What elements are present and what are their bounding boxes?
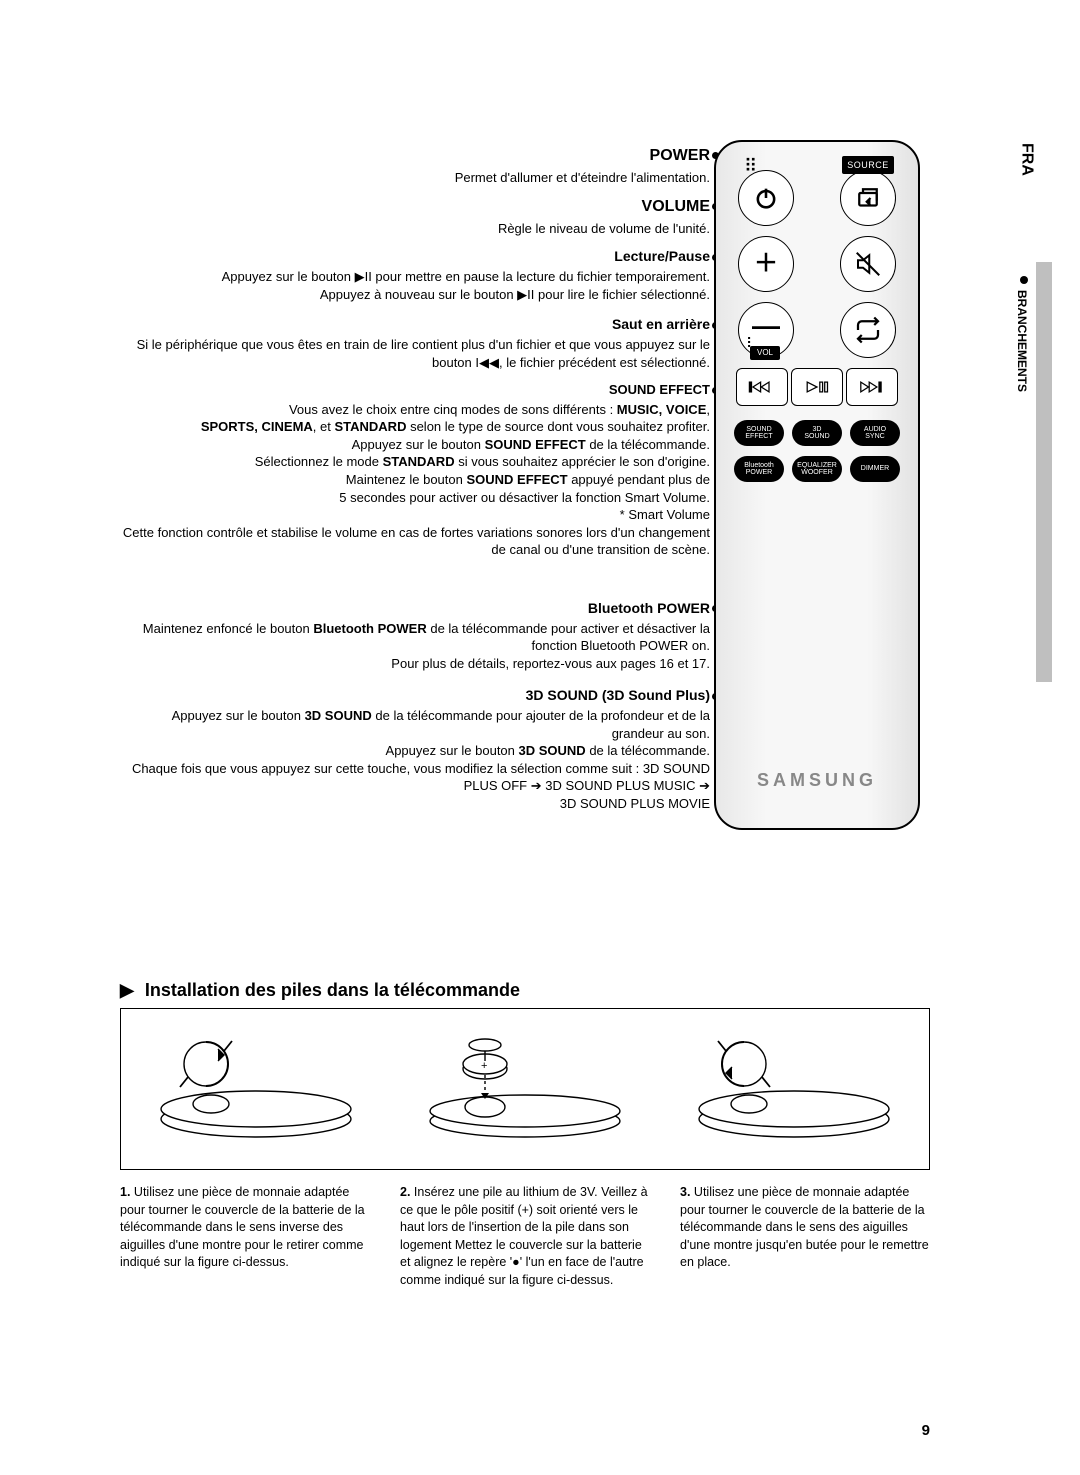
remote-illustration: ⠿ SOURCE ＋ ⠇ VOL — — [714, 140, 920, 830]
volume-up-button[interactable]: ＋ — [738, 236, 794, 292]
page-number: 9 — [922, 1421, 930, 1441]
pill-label: SOUND EFFECT — [745, 426, 772, 441]
battery-fig-3 — [660, 1009, 929, 1169]
audiosync-button[interactable]: AUDIO SYNC — [850, 420, 900, 446]
triangle-icon: ▶ — [120, 980, 134, 1000]
step-text: Utilisez une pièce de monnaie adaptée po… — [120, 1185, 365, 1269]
playpause-title: Lecture/Pause — [120, 247, 710, 266]
step-number: 3. — [680, 1185, 690, 1199]
battery-illustration-box: + — [120, 1008, 930, 1170]
soundeffect-title: SOUND EFFECT — [120, 381, 710, 399]
battery-step-3: 3. Utilisez une pièce de monnaie adaptée… — [680, 1184, 930, 1289]
brand-logo: SAMSUNG — [716, 768, 918, 792]
side-tab-bar — [1036, 262, 1052, 682]
pill-label: 3D SOUND — [804, 426, 829, 441]
section-side-label: BRANCHEMENTS — [1014, 290, 1030, 392]
source-button[interactable] — [840, 170, 896, 226]
equalizer-button[interactable]: EQUALIZER WOOFER — [792, 456, 842, 482]
se-std: STANDARD — [334, 419, 406, 434]
playpause-text1: Appuyez sur le bouton ▶II pour mettre en… — [222, 269, 710, 284]
battery-heading: Installation des piles dans la télécomma… — [145, 980, 520, 1000]
play-pause-button[interactable] — [791, 368, 843, 406]
source-badge: SOURCE — [842, 156, 894, 174]
side-bullet-icon — [1020, 276, 1028, 284]
repeat-button[interactable] — [840, 302, 896, 358]
3dsound-text: Appuyez sur le bouton 3D SOUND de la tél… — [132, 708, 710, 811]
step-number: 2. — [400, 1185, 410, 1199]
btpower-title: Bluetooth POWER — [120, 599, 710, 618]
battery-heading-row: ▶ Installation des piles dans la télécom… — [120, 978, 520, 1002]
vol-badge: VOL — [750, 346, 780, 360]
transport-row — [716, 368, 918, 406]
se-svbody: Cette fonction contrôle et stabilise le … — [123, 525, 710, 558]
skipback-title: Saut en arrière — [120, 315, 710, 334]
pill-label: DIMMER — [861, 465, 889, 472]
se-modes1: MUSIC, VOICE — [617, 402, 707, 417]
pill-label: Bluetooth POWER — [744, 462, 774, 477]
3dsound-button[interactable]: 3D SOUND — [792, 420, 842, 446]
3dsound-title: 3D SOUND (3D Sound Plus) — [120, 686, 710, 705]
soundeffect-text: Vous avez le choix entre cinq modes de s… — [123, 402, 710, 557]
battery-step-1: 1. Utilisez une pièce de monnaie adaptée… — [120, 1184, 370, 1289]
descriptions-column: POWER Permet d'allumer et d'éteindre l'a… — [120, 145, 710, 826]
language-tab: FRA — [1016, 143, 1050, 180]
skipback-text: Si le périphérique que vous êtes en trai… — [137, 337, 710, 370]
manual-page: FRA BRANCHEMENTS POWER Permet d'allumer … — [0, 0, 1080, 1475]
battery-fig-1 — [121, 1009, 390, 1169]
led-dots-icon: ⠿ — [744, 162, 757, 171]
power-text: Permet d'allumer et d'éteindre l'aliment… — [455, 170, 710, 185]
step-number: 1. — [120, 1185, 130, 1199]
battery-step-2: 2. Insérez une pile au lithium de 3V. Ve… — [400, 1184, 650, 1289]
dimmer-button[interactable]: DIMMER — [850, 456, 900, 482]
pill-row-2: Bluetooth POWER EQUALIZER WOOFER DIMMER — [716, 456, 918, 482]
power-title: POWER — [120, 145, 710, 167]
svg-text:+: + — [481, 1060, 487, 1072]
pill-label: EQUALIZER WOOFER — [797, 462, 837, 477]
mute-button[interactable] — [840, 236, 896, 292]
skip-forward-button[interactable] — [846, 368, 898, 406]
volume-title: VOLUME — [120, 196, 710, 218]
btpower-button[interactable]: Bluetooth POWER — [734, 456, 784, 482]
battery-fig-2: + — [390, 1009, 659, 1169]
btpower-text: Maintenez enfoncé le bouton Bluetooth PO… — [143, 621, 710, 671]
plus-icon: ＋ — [754, 248, 778, 280]
star-icon: * — [736, 428, 740, 440]
volume-text: Règle le niveau de volume de l'unité. — [498, 221, 710, 236]
battery-steps: 1. Utilisez une pièce de monnaie adaptée… — [120, 1184, 930, 1289]
soundeffect-button[interactable]: SOUND EFFECT — [734, 420, 784, 446]
pill-label: AUDIO SYNC — [864, 426, 886, 441]
skip-back-button[interactable] — [736, 368, 788, 406]
se-modes2: SPORTS, CINEMA — [201, 419, 313, 434]
se-prefix: Vous avez le choix entre cinq modes de s… — [289, 402, 617, 417]
playpause-text2: Appuyez à nouveau sur le bouton ▶II pour… — [320, 287, 710, 302]
remote-body: ⠿ SOURCE ＋ ⠇ VOL — — [714, 140, 920, 830]
se-svlabel: * Smart Volume — [620, 507, 710, 522]
pill-row-1: * SOUND EFFECT 3D SOUND AUDIO SYNC — [716, 420, 918, 446]
step-text: Utilisez une pièce de monnaie adaptée po… — [680, 1185, 929, 1269]
minus-icon: — — [752, 307, 780, 345]
step-text: Insérez une pile au lithium de 3V. Veill… — [400, 1185, 648, 1287]
se-suffix: selon le type de source dont vous souhai… — [406, 419, 710, 434]
language-code: FRA — [1016, 143, 1038, 176]
power-button[interactable] — [738, 170, 794, 226]
